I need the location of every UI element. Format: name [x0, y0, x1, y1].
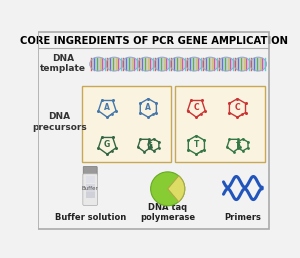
Text: Buffer: Buffer: [82, 186, 99, 191]
FancyBboxPatch shape: [83, 166, 97, 176]
Text: Primers: Primers: [224, 213, 261, 222]
FancyBboxPatch shape: [85, 176, 95, 183]
FancyBboxPatch shape: [85, 192, 95, 198]
Ellipse shape: [170, 57, 187, 71]
Text: DNA
template: DNA template: [40, 54, 86, 73]
Ellipse shape: [138, 57, 154, 71]
Ellipse shape: [250, 57, 266, 71]
FancyBboxPatch shape: [83, 174, 98, 205]
Text: DNA taq
polymerase: DNA taq polymerase: [140, 203, 195, 222]
FancyBboxPatch shape: [176, 86, 265, 162]
Text: CORE INGREDIENTS OF PCR GENE AMPLICATION: CORE INGREDIENTS OF PCR GENE AMPLICATION: [20, 36, 288, 46]
Ellipse shape: [218, 57, 235, 71]
Text: Buffer solution: Buffer solution: [55, 213, 126, 222]
Wedge shape: [168, 176, 185, 202]
Text: A: A: [146, 103, 151, 112]
Text: T: T: [236, 142, 241, 148]
Wedge shape: [151, 172, 185, 206]
FancyBboxPatch shape: [82, 86, 171, 162]
Ellipse shape: [106, 57, 123, 71]
Text: DNA
precursors: DNA precursors: [32, 112, 87, 132]
Text: C: C: [235, 103, 240, 112]
Ellipse shape: [234, 57, 250, 71]
Ellipse shape: [122, 57, 139, 71]
Text: C: C: [194, 103, 199, 112]
Text: T: T: [194, 140, 199, 149]
Ellipse shape: [90, 57, 106, 71]
Text: G: G: [146, 142, 152, 148]
Text: G: G: [104, 140, 110, 149]
Ellipse shape: [154, 57, 171, 71]
Text: A: A: [104, 103, 110, 112]
FancyBboxPatch shape: [85, 184, 95, 192]
Ellipse shape: [202, 57, 218, 71]
Ellipse shape: [186, 57, 202, 71]
